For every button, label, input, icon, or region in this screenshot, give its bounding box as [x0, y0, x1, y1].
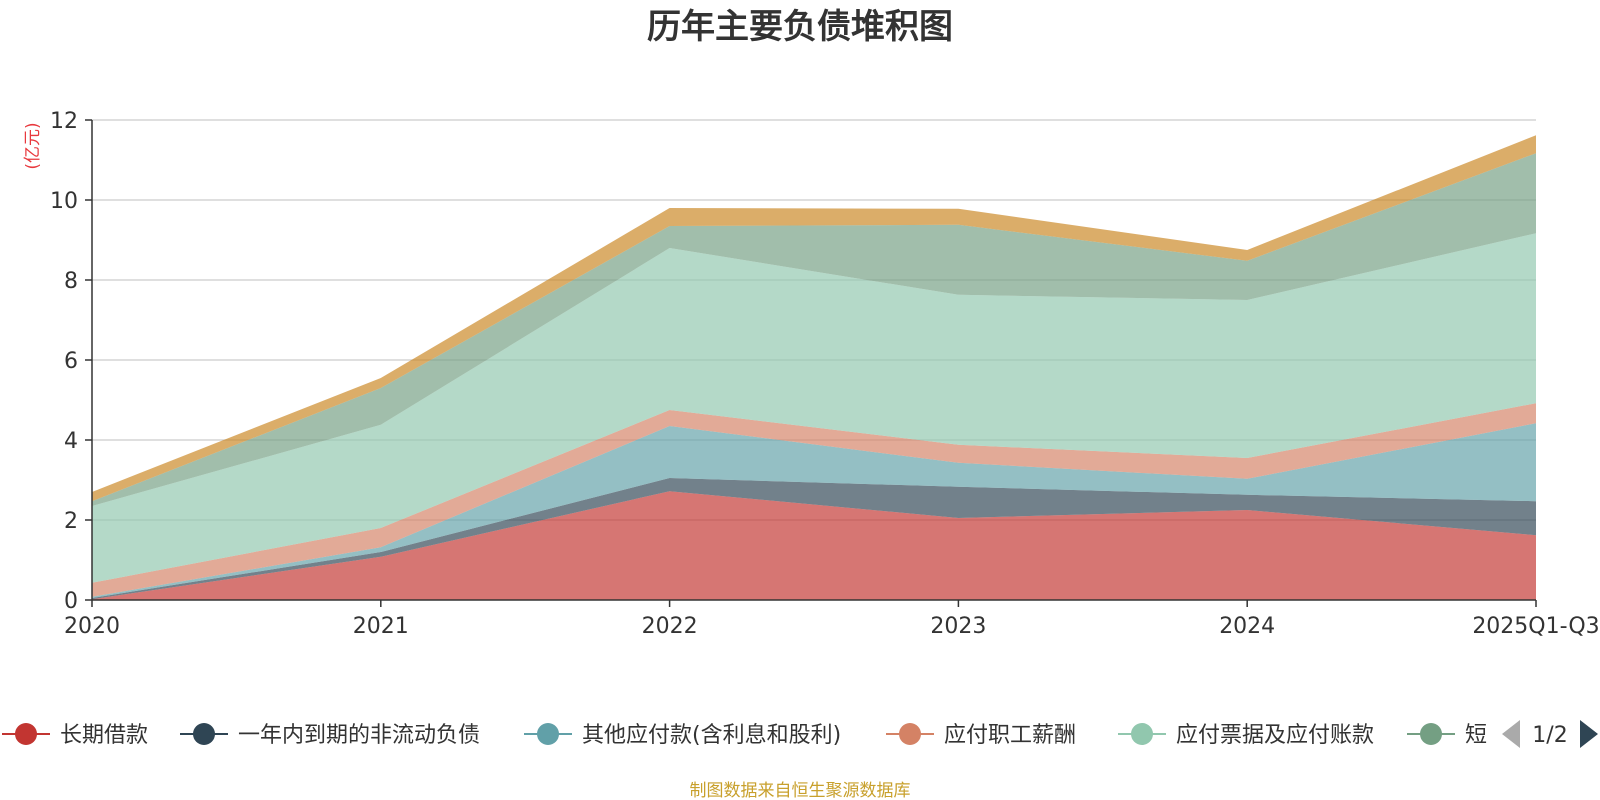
area-series [92, 491, 1536, 600]
legend-label: 短 [1465, 723, 1487, 748]
area-series [92, 423, 1536, 598]
legend-marker-icon [537, 723, 559, 745]
x-tick-label: 2023 [930, 614, 986, 639]
legend-marker-icon [1420, 723, 1442, 745]
legend-item[interactable]: 应付职工薪酬 [886, 723, 1076, 748]
y-tick-label: 8 [64, 269, 78, 294]
legend-item[interactable]: 一年内到期的非流动负债 [180, 723, 480, 748]
area-series [92, 478, 1536, 600]
x-tick-label: 2020 [64, 614, 120, 639]
y-tick-label: 10 [50, 189, 78, 214]
legend-item[interactable]: 长期借款 [2, 723, 148, 748]
legend-label: 应付职工薪酬 [944, 723, 1076, 748]
legend-page-indicator: 1/2 [1532, 723, 1567, 748]
legend-marker-icon [15, 723, 37, 745]
data-source-note: 制图数据来自恒生聚源数据库 [690, 781, 911, 800]
legend-next-page-icon[interactable] [1580, 720, 1598, 748]
y-tick-label: 2 [64, 509, 78, 534]
legend-label: 一年内到期的非流动负债 [238, 723, 480, 748]
legend-marker-icon [899, 723, 921, 745]
x-tick-label: 2021 [353, 614, 409, 639]
y-axis-unit-label: (亿元) [23, 122, 43, 169]
axes: 2020 2021 2022 2023 2024 2025Q1-Q3 [64, 119, 1600, 639]
legend-label: 其他应付款(含利息和股利) [582, 723, 841, 748]
area-series [92, 233, 1536, 583]
x-tick-label: 2022 [642, 614, 698, 639]
legend-marker-icon [193, 723, 215, 745]
legend-pager: 1/2 [1502, 720, 1598, 748]
legend-item[interactable]: 应付票据及应付账款 [1118, 723, 1374, 748]
legend-label: 应付票据及应付账款 [1176, 723, 1374, 748]
legend-label: 长期借款 [60, 723, 148, 748]
legend-item[interactable]: 其他应付款(含利息和股利) [524, 723, 841, 748]
legend-item[interactable]: 短 [1407, 723, 1487, 748]
y-tick-label: 0 [64, 589, 78, 614]
y-tick-label: 4 [64, 429, 78, 454]
y-tick-label: 6 [64, 349, 78, 374]
area-series [92, 403, 1536, 597]
x-tick-label: 2024 [1219, 614, 1275, 639]
chart-title: 历年主要负债堆积图 [647, 7, 953, 47]
x-tick-label: 2025Q1-Q3 [1472, 614, 1599, 639]
area-series-group [92, 135, 1536, 600]
legend: 长期借款 一年内到期的非流动负债 其他应付款(含利息和股利) 应付职工薪酬 应付票据及应… [2, 723, 1487, 748]
y-tick-label: 12 [50, 109, 78, 134]
legend-marker-icon [1131, 723, 1153, 745]
legend-prev-page-icon[interactable] [1502, 720, 1520, 748]
